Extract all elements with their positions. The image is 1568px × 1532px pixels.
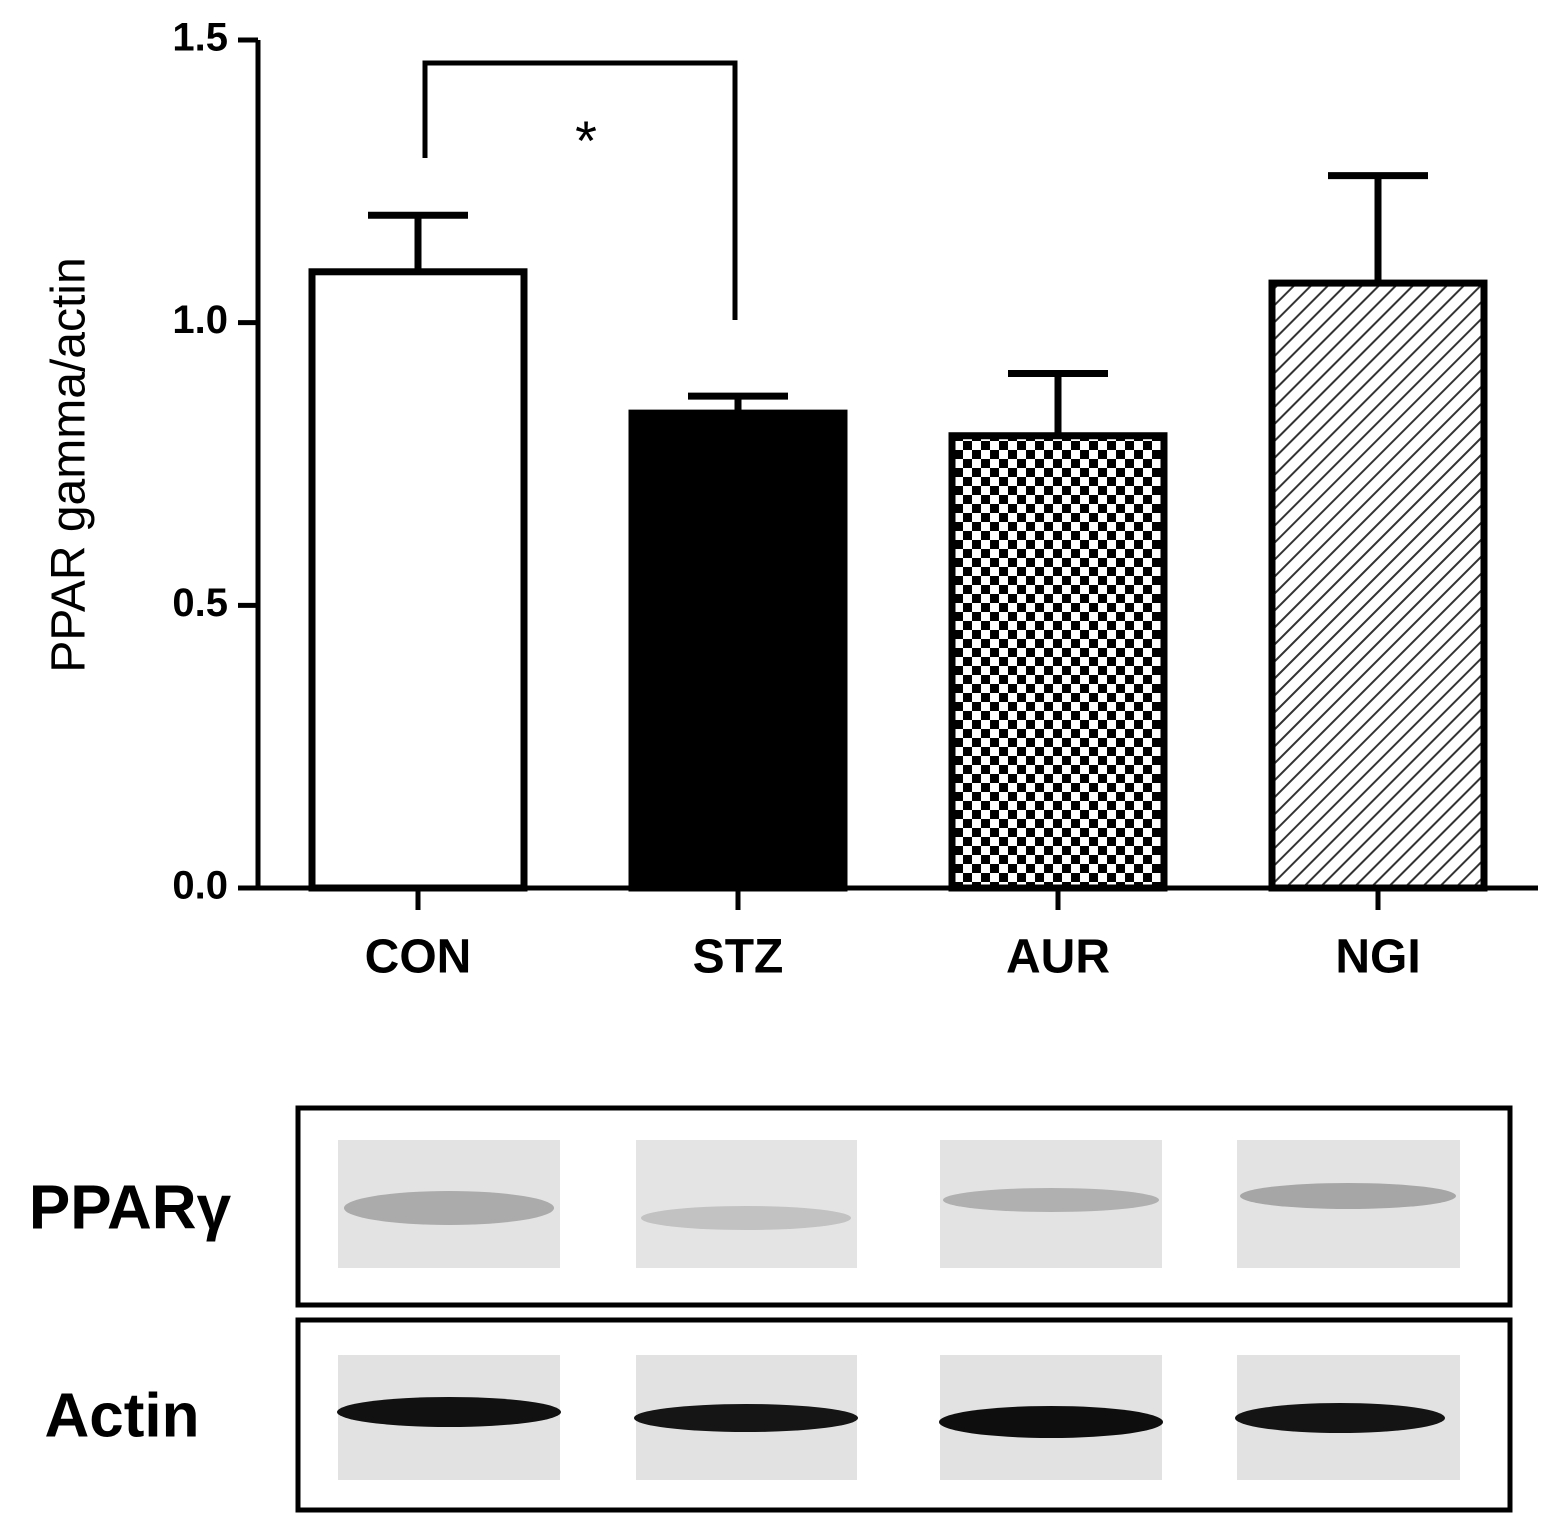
y-tick-label: 1.5 — [172, 16, 228, 60]
x-tick-label: NGI — [1335, 931, 1420, 984]
bar — [628, 409, 848, 892]
y-tick-label: 0.0 — [172, 864, 228, 908]
significance-label: * — [575, 109, 597, 172]
blot-row-label: PPARγ — [29, 1173, 232, 1242]
blot-row-label: Actin — [45, 1381, 200, 1450]
significance-bracket — [422, 60, 738, 320]
x-tick-label: STZ — [693, 931, 784, 984]
bar — [308, 268, 528, 892]
x-tick-label: CON — [365, 931, 472, 984]
y-tick-label: 0.5 — [172, 581, 228, 625]
y-axis-label: PPAR gamma/actin — [43, 257, 96, 672]
bar — [948, 432, 1168, 892]
x-tick-label: AUR — [1006, 931, 1110, 984]
blot-lanes — [337, 1140, 1460, 1480]
western-blot: PPARγ Actin — [29, 1105, 1513, 1513]
bar — [1268, 279, 1488, 892]
y-tick-label: 1.0 — [172, 298, 228, 342]
